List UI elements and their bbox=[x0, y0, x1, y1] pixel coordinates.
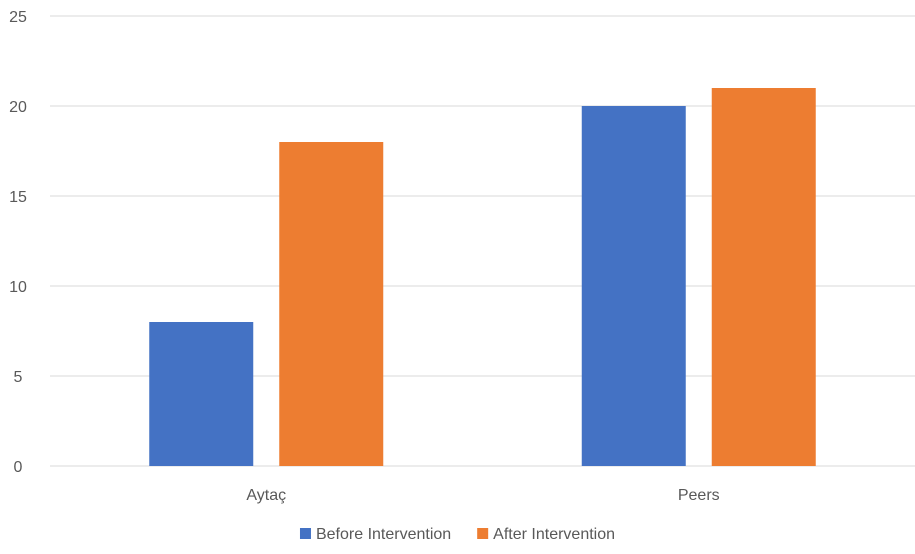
legend-item: After Intervention bbox=[477, 526, 615, 543]
bar-after-0 bbox=[279, 142, 384, 466]
y-tick-label: 5 bbox=[14, 369, 23, 386]
legend-label: Before Intervention bbox=[316, 526, 451, 543]
legend-swatch bbox=[477, 528, 489, 539]
legend-label: After Intervention bbox=[493, 526, 615, 543]
bar-before-0 bbox=[149, 322, 254, 466]
x-category-label: Peers bbox=[678, 487, 720, 504]
y-tick-label: 25 bbox=[9, 9, 27, 26]
x-axis-categories: Aytaç Peers bbox=[246, 487, 719, 504]
legend: Before Intervention After Intervention bbox=[299, 526, 615, 543]
y-axis-ticks: 0 5 10 15 20 25 bbox=[9, 9, 27, 476]
y-tick-label: 0 bbox=[14, 459, 23, 476]
bar-after-1 bbox=[711, 88, 816, 466]
legend-swatch bbox=[299, 528, 311, 539]
bars bbox=[149, 88, 816, 466]
y-tick-label: 15 bbox=[9, 189, 27, 206]
y-tick-label: 20 bbox=[9, 99, 27, 116]
legend-item: Before Intervention bbox=[299, 526, 451, 543]
bar-before-1 bbox=[581, 106, 686, 466]
x-category-label: Aytaç bbox=[246, 487, 286, 504]
y-tick-label: 10 bbox=[9, 279, 27, 296]
